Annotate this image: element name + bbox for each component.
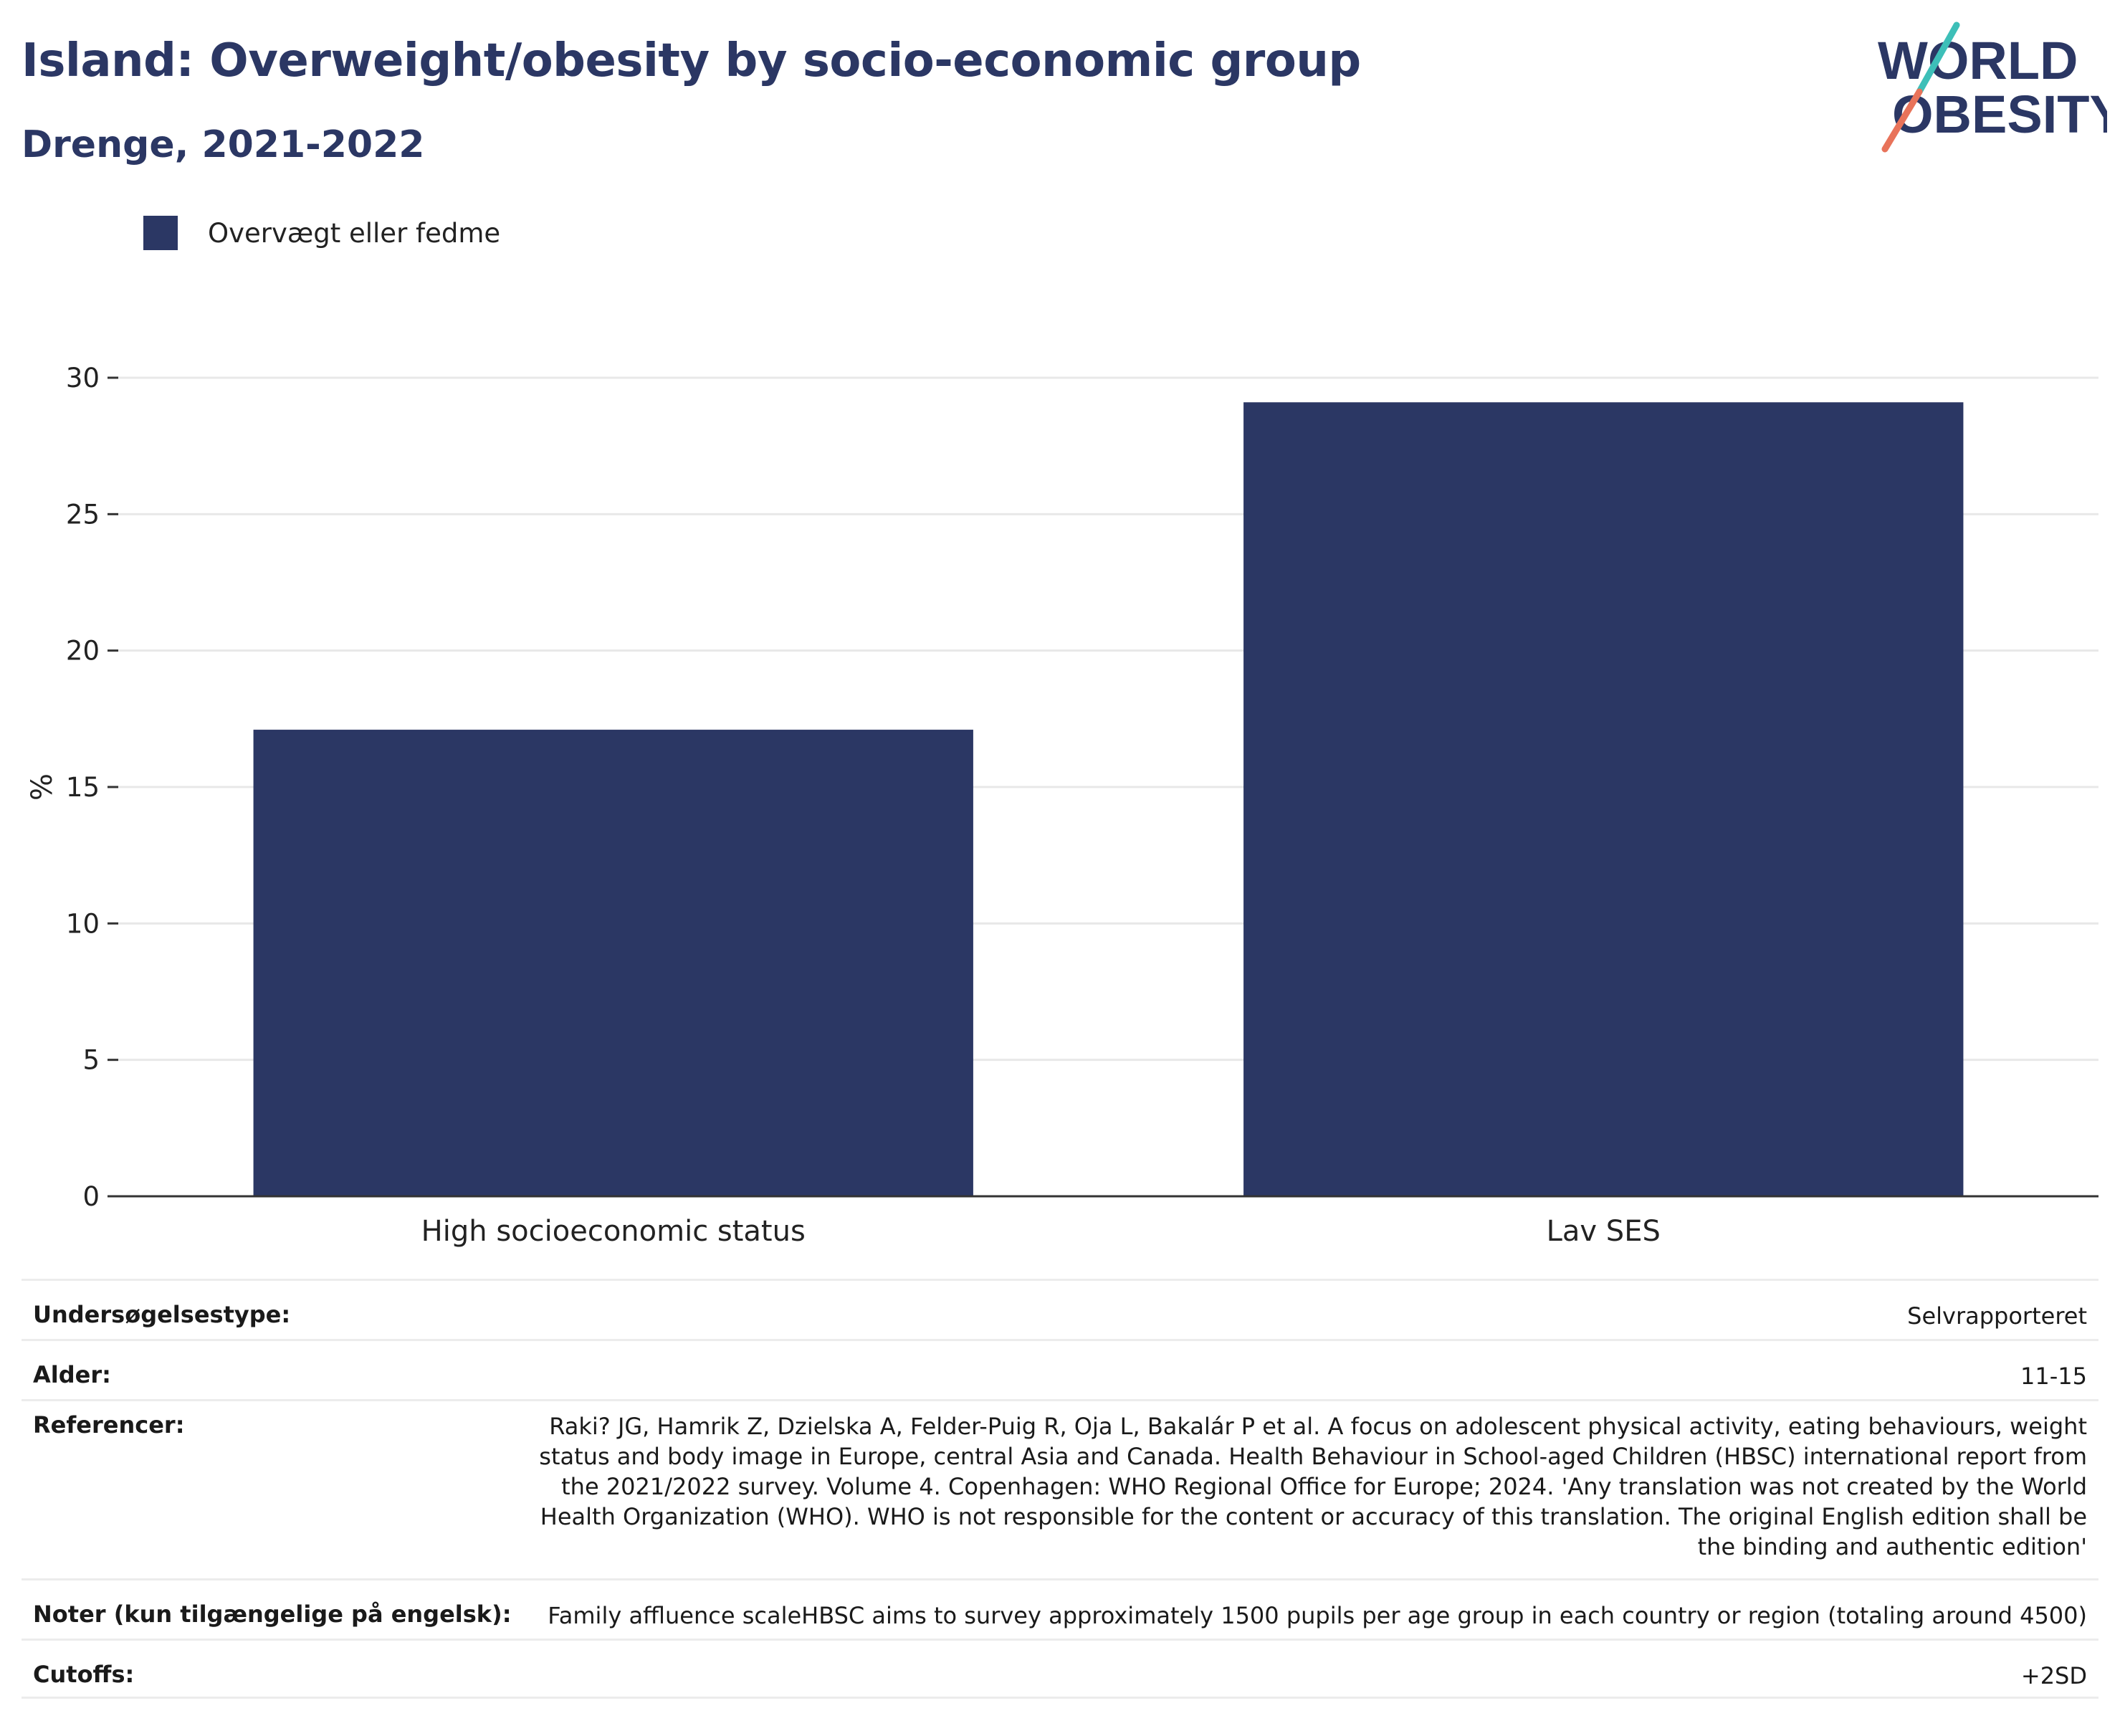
metadata-table: Undersøgelsestype: Selvrapporteret Alder… (22, 1279, 2098, 1699)
bar (1243, 402, 1964, 1196)
chart-subtitle: Drenge, 2021-2022 (22, 123, 425, 166)
bar-chart: 0 5 10 15 20 25 30% High socioeconomic status La… (26, 363, 2098, 1248)
y-tick-label: 10 (66, 908, 100, 939)
meta-value: Raki? JG, Hamrik Z, Dzielska A, Felder-P… (539, 1413, 2087, 1560)
meta-label: Cutoffs: (33, 1661, 135, 1688)
y-tick-label: 5 (82, 1045, 100, 1076)
meta-row-references: Referencer: Raki? JG, Hamrik Z, Dzielska… (22, 1399, 2098, 1578)
logo-line2: OBESITY (1892, 85, 2107, 144)
meta-label: Undersøgelsestype: (33, 1301, 291, 1328)
x-tick-label: High socioeconomic status (421, 1215, 806, 1248)
legend: Overvægt eller fedme (143, 215, 500, 251)
legend-label: Overvægt eller fedme (208, 217, 501, 249)
meta-label: Referencer: (33, 1411, 185, 1439)
y-tick-label: 15 (66, 772, 100, 803)
logo-line1: WORLD (1878, 31, 2078, 90)
meta-row-cutoffs: Cutoffs: +2SD (22, 1639, 2098, 1699)
y-tick-label: 20 (66, 636, 100, 667)
x-tick-label: Lav SES (1547, 1215, 1661, 1248)
meta-label: Noter (kun tilgængelige på engelsk): (33, 1601, 512, 1628)
meta-row-notes: Noter (kun tilgængelige på engelsk): Fam… (22, 1578, 2098, 1639)
meta-label: Alder: (33, 1361, 111, 1388)
meta-value: 11-15 (2020, 1363, 2087, 1390)
world-obesity-logo: WORLD OBESITY (1878, 22, 2107, 153)
y-tick-label: 30 (66, 363, 100, 394)
y-tick-label: 0 (82, 1181, 100, 1212)
bar (253, 730, 973, 1196)
meta-value: Selvrapporteret (1907, 1302, 2087, 1330)
meta-value: Family affluence scaleHBSC aims to surve… (548, 1602, 2087, 1629)
meta-row-survey-type: Undersøgelsestype: Selvrapporteret (22, 1279, 2098, 1339)
legend-swatch (143, 216, 178, 250)
y-tick-label: 25 (66, 499, 100, 530)
logo-slash-bottom (1881, 88, 1923, 153)
meta-value: +2SD (2020, 1662, 2087, 1689)
meta-row-age: Alder: 11-15 (22, 1339, 2098, 1399)
y-axis-label: % (26, 773, 59, 801)
logo-slash-top (1916, 22, 1960, 95)
chart-title: Island: Overweight/obesity by socio-econ… (22, 34, 1361, 87)
